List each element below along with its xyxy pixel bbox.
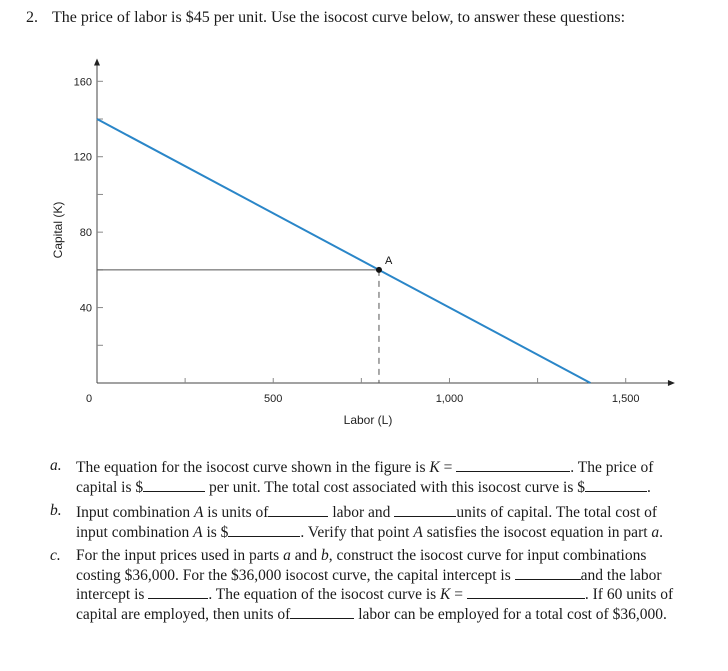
part-c-text: . The equation of the isocost curve is [208, 586, 441, 603]
part-c-line-4: capital are employed, then units of labo… [76, 604, 720, 624]
y-tick-label: 120 [74, 152, 92, 164]
part-c-var: b [320, 547, 329, 564]
part-b-var: A [413, 523, 423, 541]
part-c-line-2: costing $36,000. For the $36,000 isocost… [76, 565, 720, 585]
part-a-letter: a. [50, 457, 62, 474]
part-c-text: costing $36,000. For the $36,000 isocost… [76, 566, 515, 584]
part-b-text: satisfies the isocost equation in part [422, 523, 652, 541]
chart-marks: A [96, 118, 591, 384]
part-c-equation-blank[interactable] [466, 584, 585, 599]
part-c-text: , construct the isocost curve for input … [328, 547, 647, 564]
question-number: 2. [26, 9, 38, 26]
part-b-text: . [659, 523, 664, 541]
part-c: c. For the input prices used in parts a … [44, 547, 720, 623]
x-tick-label: 500 [264, 393, 282, 405]
question-text: The price of labor is $45 per unit. Use … [52, 9, 626, 26]
isocost-line [96, 118, 591, 384]
part-a-equation-blank[interactable] [456, 457, 571, 472]
isocost-chart: 40 80 120 160 0 500 1,000 1,500 A Labor (L) Cap… [51, 58, 675, 427]
y-tick-label: 160 [74, 76, 92, 88]
part-c-text: intercept is [76, 586, 149, 603]
chart-axes [94, 58, 675, 386]
part-c-eq: = [450, 586, 467, 603]
part-c-text: labor can be employed for a total cost o… [354, 605, 667, 623]
part-c-letter: c. [50, 547, 61, 564]
part-a-total-cost-blank[interactable] [584, 477, 647, 492]
part-c-text: For the input prices used in parts [76, 547, 284, 564]
x-tick-label: 1,500 [612, 393, 640, 405]
part-b-text: Input combination [76, 504, 194, 521]
question-header: 2. The price of labor is $45 per unit. Us… [26, 9, 625, 27]
point-a-label: A [385, 255, 393, 267]
part-b: b. Input combination A is units of labor… [44, 502, 720, 541]
part-a-text: capital is $ [76, 478, 144, 496]
part-b-text: is $ [202, 523, 229, 541]
part-b-text: units of capital. The total cost of [456, 504, 658, 521]
part-c-var: a [283, 547, 291, 564]
part-a-text: . [646, 478, 651, 496]
part-b-letter: b. [50, 502, 62, 519]
part-b-text: input combination [76, 523, 194, 541]
point-a-marker [375, 266, 382, 273]
part-c-text: capital are employed, then units of [76, 605, 291, 623]
part-b-line-1: Input combination A is units of labor an… [76, 502, 720, 522]
part-b-var: A [193, 504, 204, 521]
y-axis-label: Capital (K) [51, 202, 65, 259]
part-c-capital-intercept-blank[interactable] [514, 565, 581, 580]
part-c-var: K [440, 586, 451, 603]
part-c-text: and [290, 547, 321, 564]
part-c-labor-units-blank[interactable] [290, 604, 355, 619]
part-a-eq: = [439, 459, 457, 476]
part-a: a. The equation for the isocost curve sh… [44, 457, 720, 496]
part-b-var: A [193, 523, 203, 541]
part-a-var: K [429, 459, 440, 476]
x-tick-label: 1,000 [436, 393, 464, 405]
y-axis-arrow-icon [94, 58, 100, 66]
part-c-text: . If 60 units of [584, 586, 674, 603]
part-c-text: and the labor [580, 566, 662, 584]
part-b-var: a [651, 523, 660, 541]
part-b-line-2: input combination A is $ . Verify that po… [76, 522, 720, 542]
part-b-capital-units-blank[interactable] [394, 502, 457, 517]
question-parts: a. The equation for the isocost curve sh… [44, 457, 720, 629]
part-b-text: is units of [203, 504, 269, 521]
part-b-total-cost-blank[interactable] [228, 522, 301, 537]
part-c-labor-intercept-blank[interactable] [148, 584, 209, 599]
part-b-text: . Verify that point [300, 523, 414, 541]
part-a-line-1: The equation for the isocost curve shown… [76, 457, 720, 477]
part-a-capital-price-blank[interactable] [143, 477, 206, 492]
part-b-labor-units-blank[interactable] [268, 502, 329, 517]
part-c-line-3: intercept is . The equation of the isoco… [76, 584, 720, 604]
x-axis-label: Labor (L) [344, 413, 393, 427]
chart-ticks: 40 80 120 160 0 500 1,000 1,500 [74, 76, 640, 405]
part-a-text: The equation for the isocost curve shown… [76, 459, 430, 476]
x-axis-arrow-icon [667, 380, 675, 386]
part-b-text: labor and [328, 504, 395, 521]
x-tick-label: 0 [86, 393, 92, 405]
part-c-line-1: For the input prices used in parts a and… [76, 547, 720, 565]
part-a-line-2: capital is $ per unit. The total cost as… [76, 477, 720, 497]
y-tick-label: 40 [80, 303, 92, 315]
part-a-text: . The price of [570, 459, 654, 476]
y-tick-label: 80 [80, 227, 92, 239]
part-a-text: per unit. The total cost associated with… [205, 478, 585, 496]
